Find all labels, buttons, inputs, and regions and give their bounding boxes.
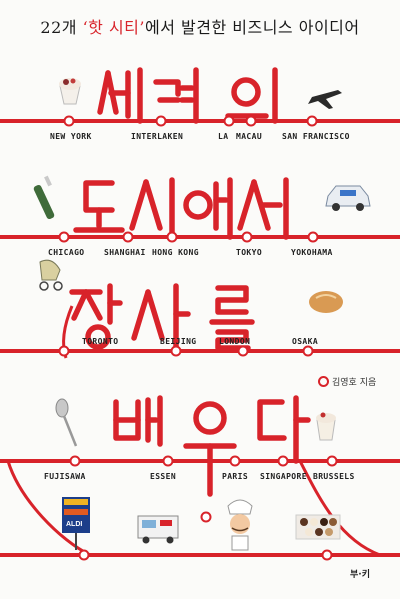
station-label: TOKYO: [236, 248, 262, 257]
station-dot: [245, 115, 257, 127]
station-label: CHICAGO: [48, 248, 85, 257]
publisher-logo: 부·키: [350, 570, 370, 580]
stations-row-1: NEW YORK INTERLAKEN LA MACAU SAN FRANCIS…: [50, 115, 350, 141]
subtitle-suffix: 에서 발견한 비즈니스 아이디어: [144, 18, 360, 37]
station-dot: [166, 231, 178, 243]
title-line-3: [69, 283, 255, 354]
ice-cream-truck-icon: [137, 515, 179, 544]
stations-row-4: FUJISAWA ESSEN PARIS SINGAPORE BRUSSELS: [44, 455, 355, 481]
station-dot: [307, 231, 319, 243]
station-label: BEIJING: [160, 337, 197, 346]
station-label: YOKOHAMA: [291, 248, 333, 257]
station-dot: [277, 455, 289, 467]
station-dot: [326, 455, 338, 467]
bread-icon: [309, 291, 343, 313]
stroller-icon: [39, 259, 63, 291]
bottle-icon: [33, 175, 55, 220]
station-dot: [122, 231, 134, 243]
station-label: OSAKA: [292, 337, 318, 346]
subtitle-highlight: ‘핫 시티’: [82, 18, 145, 37]
stations-row-2: CHICAGO SHANGHAI HONG KONG TOKYO YOKOHAM…: [48, 231, 333, 257]
station-label: INTERLAKEN: [131, 132, 183, 141]
station-label: MACAU: [236, 132, 262, 141]
station-dot: [321, 549, 333, 561]
station-dot: [63, 115, 75, 127]
station-dot: [229, 455, 241, 467]
subtitle-prefix: 22개: [40, 18, 83, 37]
title-line-2: [73, 177, 289, 240]
station-dot: [200, 511, 212, 523]
station-label: PARIS: [222, 472, 248, 481]
aldi-sign-text: ALDI: [66, 521, 82, 528]
station-dot: [78, 549, 90, 561]
chocolates-icon: [295, 514, 341, 540]
chef-figure-icon: [227, 499, 253, 551]
aldi-sign-icon: ALDI: [62, 497, 90, 550]
author-credit: 김영호 지음: [318, 375, 376, 388]
station-dot: [155, 115, 167, 127]
station-label: LA: [218, 132, 228, 141]
subtitle: 22개 ‘핫 시티’에서 발견한 비즈니스 아이디어: [0, 14, 400, 38]
station-dot: [170, 345, 182, 357]
station-dot: [58, 231, 70, 243]
station-dot: [69, 455, 81, 467]
station-label: SAN FRANCISCO: [282, 132, 350, 141]
station-label: FUJISAWA: [44, 472, 86, 481]
ice-cream-cup-icon: [59, 78, 81, 105]
station-dot: [241, 231, 253, 243]
station-label: TORONTO: [82, 337, 119, 346]
station-label: ESSEN: [150, 472, 176, 481]
title-line-4: [113, 395, 311, 497]
branch-curve-left: [6, 460, 91, 557]
station-dot: [237, 345, 249, 357]
station-label: SHANGHAI: [104, 248, 146, 257]
car-icon: [325, 185, 371, 211]
ring-icon: [318, 376, 329, 387]
station-label: LONDON: [219, 337, 250, 346]
spoon-icon: [55, 398, 78, 447]
station-label: NEW YORK: [50, 132, 92, 141]
airplane-icon: [308, 90, 342, 109]
frozen-yogurt-icon: [316, 412, 336, 441]
station-dot: [162, 455, 174, 467]
stations-row-5: [78, 511, 333, 561]
author-name: 김영호 지음: [332, 378, 377, 388]
title-line-1: [97, 67, 278, 124]
station-dot: [58, 345, 70, 357]
station-dot: [223, 115, 235, 127]
stations-row-3: TORONTO BEIJING LONDON OSAKA: [58, 337, 318, 357]
station-label: SINGAPORE: [260, 472, 307, 481]
station-dot: [306, 115, 318, 127]
station-label: BRUSSELS: [313, 472, 355, 481]
station-label: HONG KONG: [152, 248, 199, 257]
station-dot: [302, 345, 314, 357]
